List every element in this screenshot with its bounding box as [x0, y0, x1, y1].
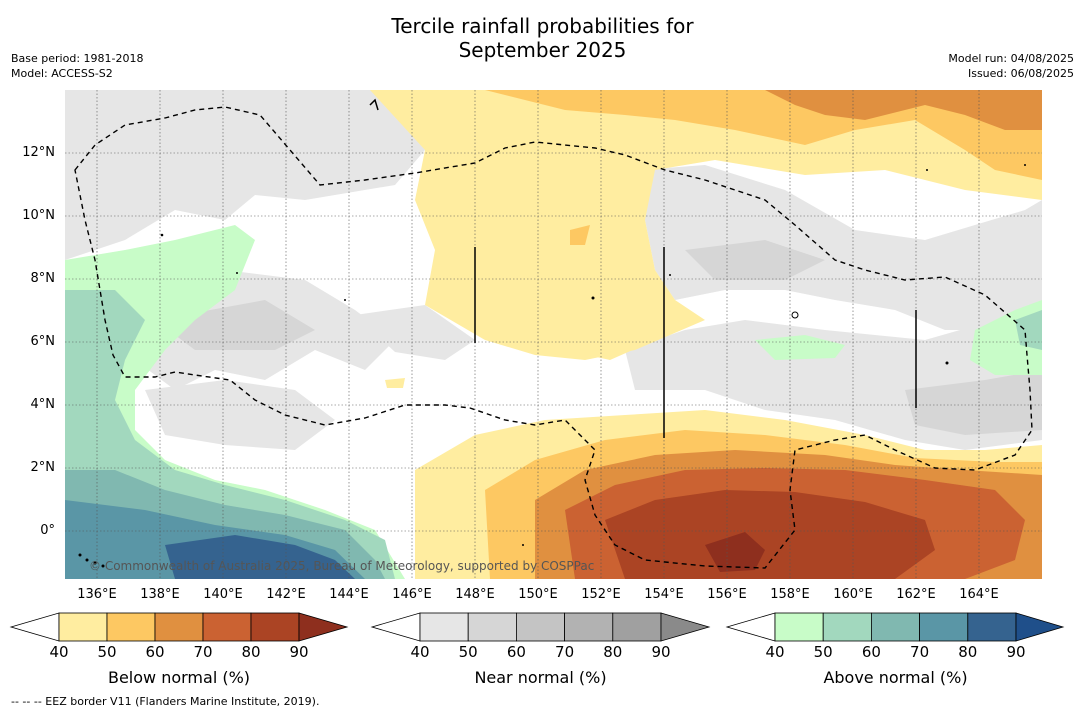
- colorbar-tick-label: 80: [603, 643, 623, 661]
- x-tick: 146°E: [392, 587, 432, 602]
- colorbar-tick-label: 90: [1006, 643, 1026, 661]
- colorbar-below-normal: [9, 612, 349, 642]
- copyright-text: © Commonwealth of Australia 2025, Bureau…: [89, 559, 594, 573]
- colorbar-extend-high: [298, 612, 349, 642]
- below-normal-label: Below normal (%): [107, 668, 251, 687]
- title-line-1: Tercile rainfall probabilities for: [391, 14, 694, 38]
- y-tick: 2°N: [30, 460, 56, 475]
- colorbar-extend-low: [9, 612, 60, 642]
- colorbar-tick-label: 40: [49, 643, 69, 661]
- island-features: [369, 98, 917, 438]
- colorbar-tick-label: 90: [289, 643, 309, 661]
- x-tick: 140°E: [203, 587, 243, 602]
- y-tick: 8°N: [30, 271, 56, 286]
- x-tick: 150°E: [518, 587, 558, 602]
- x-tick: 152°E: [581, 587, 621, 602]
- colorbar-segment: [919, 612, 969, 642]
- island-dots: [78, 164, 1026, 568]
- x-tick: 144°E: [329, 587, 369, 602]
- colorbar-near-normal: [370, 612, 711, 642]
- y-tick: 6°N: [30, 334, 56, 349]
- colorbar-extend-low: [725, 612, 776, 642]
- colorbar-tick-label: 50: [458, 643, 478, 661]
- colorbar-segment: [564, 612, 614, 642]
- issued-date: Issued: 06/08/2025: [967, 67, 1074, 80]
- colorbar-segment: [106, 612, 156, 642]
- colorbar-segment: [612, 612, 662, 642]
- model-run: Model run: 04/08/2025: [948, 52, 1074, 65]
- base-period: Base period: 1981-2018: [11, 52, 144, 65]
- y-tick: 10°N: [22, 208, 55, 223]
- below-normal-regions: [370, 90, 1042, 579]
- x-tick: 160°E: [833, 587, 873, 602]
- colorbar-tick-label: 80: [958, 643, 978, 661]
- y-tick: 4°N: [30, 397, 56, 412]
- above-normal-regions: [65, 225, 1042, 579]
- colorbar-tick-label: 80: [241, 643, 261, 661]
- x-tick: 162°E: [896, 587, 936, 602]
- metadata-right: Model run: 04/08/2025 Issued: 06/08/2025: [948, 51, 1074, 81]
- colorbar-tick-label: 60: [861, 643, 881, 661]
- x-tick: 136°E: [77, 587, 117, 602]
- x-tick: 154°E: [644, 587, 684, 602]
- colorbar-tick-label: 60: [145, 643, 165, 661]
- colorbar-tick-label: 50: [813, 643, 833, 661]
- colorbar-segment: [774, 612, 824, 642]
- near-normal-label: Near normal (%): [474, 668, 607, 687]
- footnote: -- -- -- EEZ border V11 (Flanders Marine…: [11, 695, 320, 708]
- eez-border: [74, 106, 1033, 569]
- colorbar-segment: [467, 612, 517, 642]
- x-tick: 148°E: [455, 587, 495, 602]
- y-tick: 12°N: [22, 145, 55, 160]
- x-tick: 164°E: [959, 587, 999, 602]
- colorbar-segment: [250, 612, 300, 642]
- title-line-2: September 2025: [458, 38, 627, 62]
- x-tick: 156°E: [707, 587, 747, 602]
- rainfall-probability-map: © Commonwealth of Australia 2025, Bureau…: [65, 90, 1042, 579]
- colorbar-segment: [202, 612, 252, 642]
- colorbar-tick-label: 70: [193, 643, 213, 661]
- colorbar-segment: [154, 612, 204, 642]
- colorbar-tick-label: 50: [97, 643, 117, 661]
- colorbar-above-normal: [725, 612, 1065, 642]
- colorbar-segment: [58, 612, 108, 642]
- colorbar-extend-low: [370, 612, 421, 642]
- colorbar-tick-label: 70: [555, 643, 575, 661]
- colorbar-tick-label: 40: [765, 643, 785, 661]
- metadata-left: Base period: 1981-2018 Model: ACCESS-S2: [11, 51, 143, 81]
- x-tick: 138°E: [140, 587, 180, 602]
- colorbar-segment: [822, 612, 872, 642]
- colorbar-segment: [516, 612, 566, 642]
- x-tick: 142°E: [266, 587, 306, 602]
- y-tick: 0°: [40, 523, 55, 538]
- colorbar-extend-high: [1015, 612, 1065, 642]
- above-normal-label: Above normal (%): [823, 668, 968, 687]
- colorbar-tick-label: 40: [410, 643, 430, 661]
- colorbar-extend-high: [660, 612, 711, 642]
- model-name: Model: ACCESS-S2: [11, 67, 113, 80]
- colorbar-segment: [419, 612, 469, 642]
- colorbar-segment: [871, 612, 921, 642]
- colorbar-tick-label: 60: [506, 643, 526, 661]
- map-title: Tercile rainfall probabilities for Septe…: [0, 14, 1085, 62]
- x-tick: 158°E: [770, 587, 810, 602]
- colorbar-tick-label: 90: [651, 643, 671, 661]
- colorbar-tick-label: 70: [910, 643, 930, 661]
- colorbar-segment: [967, 612, 1017, 642]
- colorbars: [9, 612, 1065, 642]
